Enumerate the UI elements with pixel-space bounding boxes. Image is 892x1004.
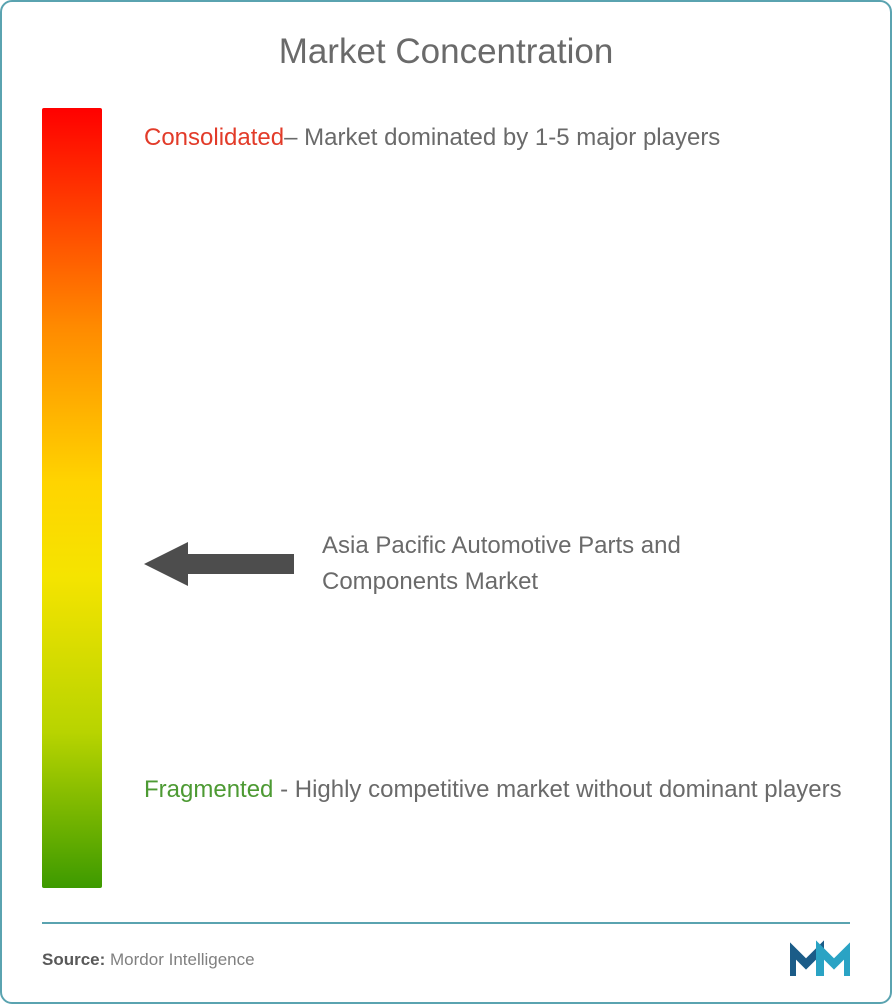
brand-logo-icon [790,940,850,980]
fragmented-lead: Fragmented [144,776,273,803]
source-line: Source: Mordor Intelligence [42,950,255,970]
consolidated-block: Consolidated– Market dominated by 1-5 ma… [144,114,850,162]
consolidated-rest: – Market dominated by 1-5 major players [284,124,720,151]
indicator-label: Asia Pacific Automotive Parts and Compon… [322,528,752,600]
fragmented-block: Fragmented - Highly competitive market w… [144,766,850,814]
source-value: Mordor Intelligence [105,950,254,969]
fragmented-rest: - Highly competitive market without domi… [273,776,841,803]
footer: Source: Mordor Intelligence [42,922,850,980]
chart-card: Market Concentration Consolidated– Marke… [0,0,892,1004]
arrow-left-icon [144,538,294,590]
labels-column: Consolidated– Market dominated by 1-5 ma… [144,108,850,888]
indicator-block: Asia Pacific Automotive Parts and Compon… [144,528,850,600]
consolidated-lead: Consolidated [144,124,284,151]
consolidated-text: Consolidated– Market dominated by 1-5 ma… [144,114,850,162]
chart-title: Market Concentration [42,32,850,72]
concentration-scale [42,108,102,888]
fragmented-text: Fragmented - Highly competitive market w… [144,766,850,814]
source-label: Source: [42,950,105,969]
content-row: Consolidated– Market dominated by 1-5 ma… [42,108,850,888]
